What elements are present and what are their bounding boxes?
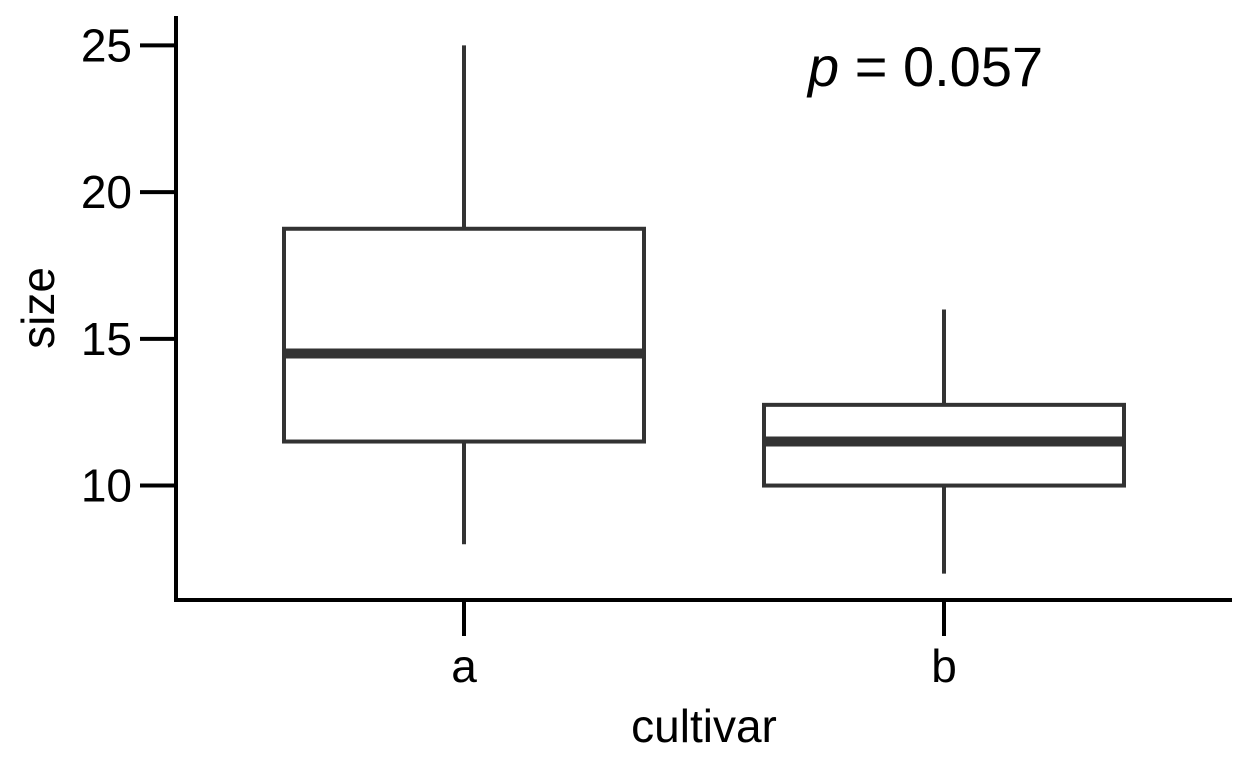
box-b xyxy=(762,309,1126,574)
p-value-text: = 0.057 xyxy=(839,35,1043,98)
y-tick-label: 20 xyxy=(81,166,132,218)
p-symbol: p xyxy=(806,35,839,98)
box-a xyxy=(282,45,646,545)
y-tick-label: 15 xyxy=(81,313,132,365)
y-tick-label: 25 xyxy=(81,19,132,71)
iqr-box xyxy=(282,226,646,444)
x-axis-title: cultivar xyxy=(631,700,777,752)
y-tick-label: 10 xyxy=(81,460,132,512)
plot-boxes xyxy=(282,45,1126,574)
y-axis: 10 15 20 25 xyxy=(81,16,178,602)
p-value-annotation: p = 0.057 xyxy=(806,35,1043,98)
x-tick-label: a xyxy=(451,640,477,692)
y-axis-title: size xyxy=(12,267,64,349)
x-tick-label: b xyxy=(931,640,957,692)
